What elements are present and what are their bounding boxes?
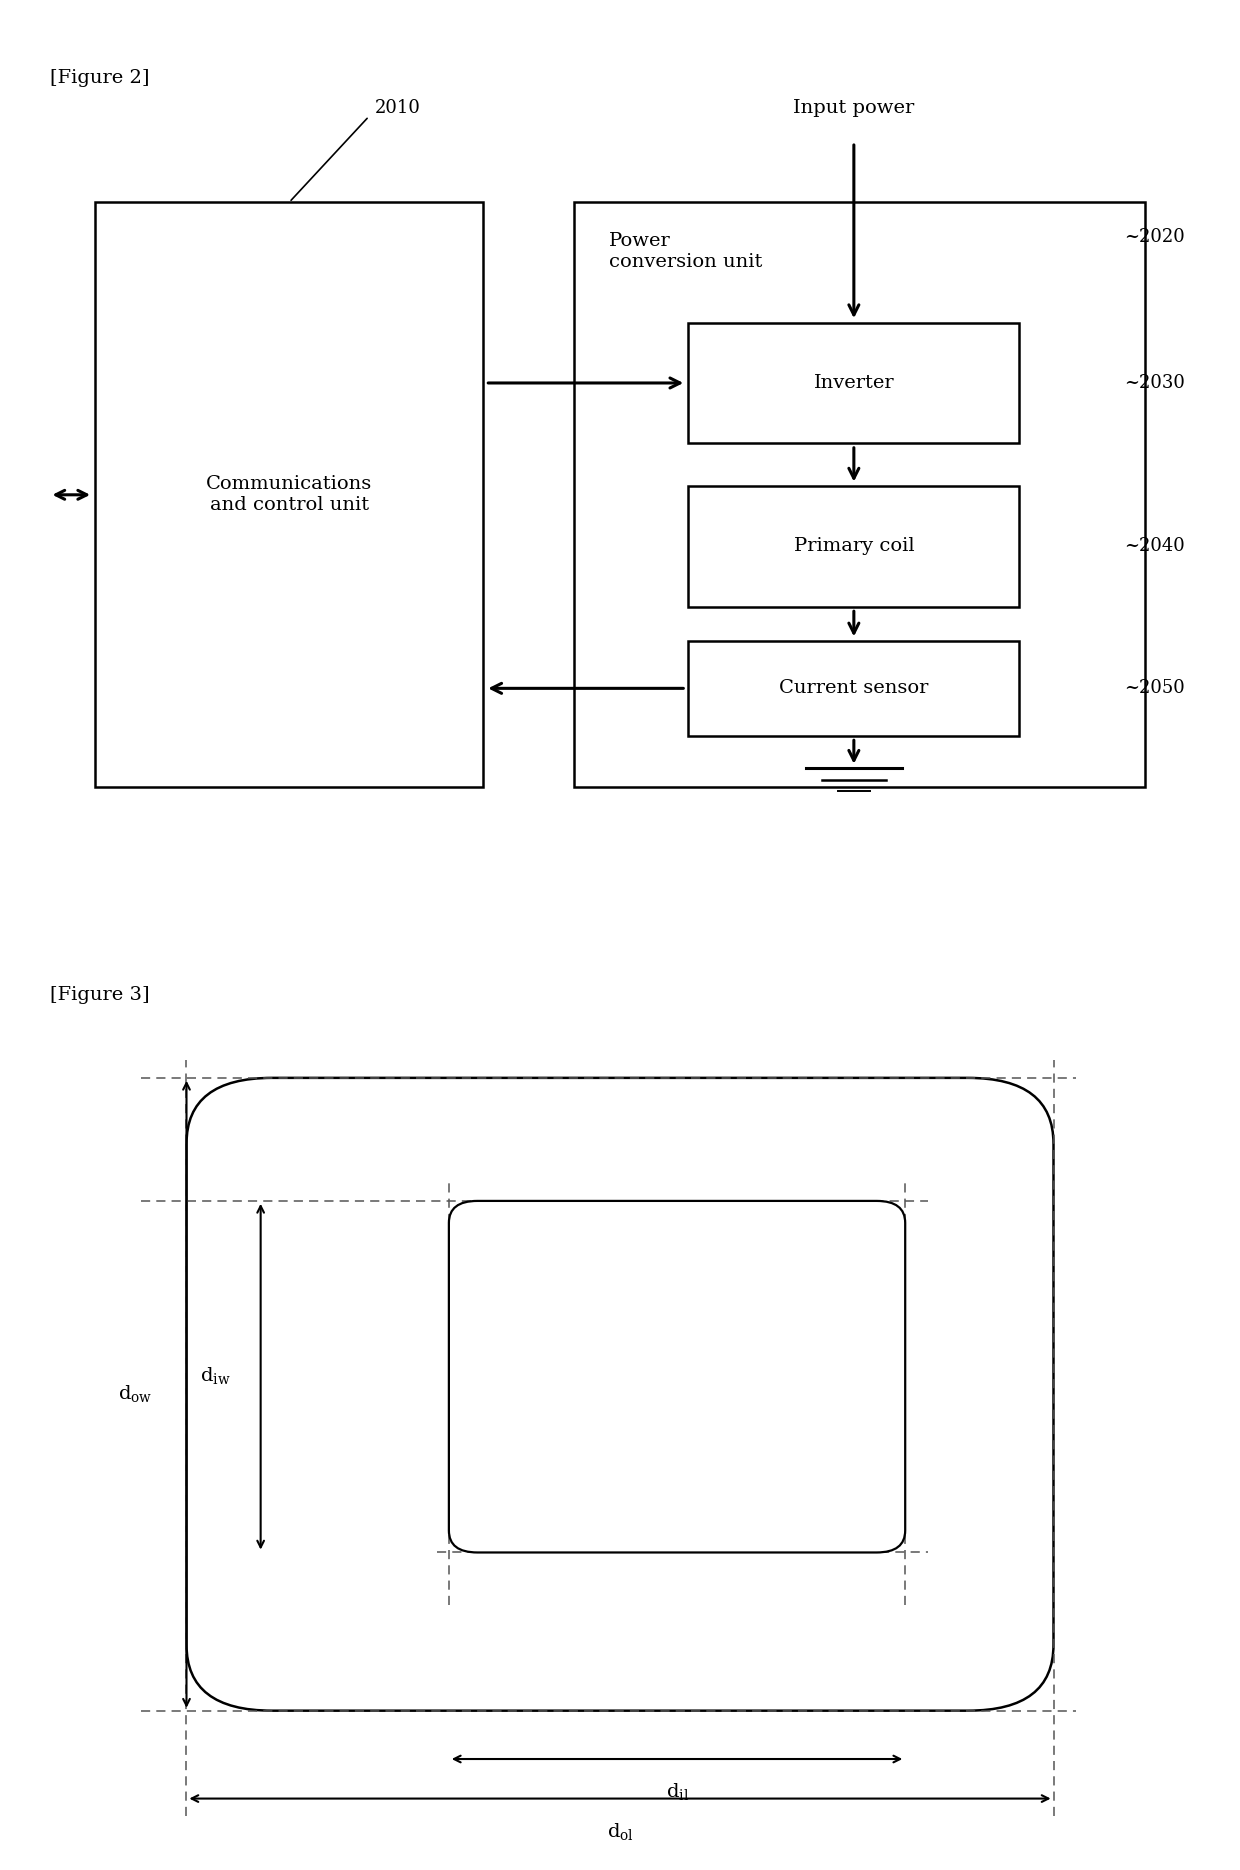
Bar xyxy=(574,202,1145,787)
FancyBboxPatch shape xyxy=(449,1201,905,1552)
Text: Primary coil: Primary coil xyxy=(794,537,914,555)
Text: d$_{\mathregular{il}}$: d$_{\mathregular{il}}$ xyxy=(666,1782,688,1803)
Text: 2010: 2010 xyxy=(374,99,420,116)
Text: d$_{\mathregular{ow}}$: d$_{\mathregular{ow}}$ xyxy=(118,1384,153,1404)
Text: Inverter: Inverter xyxy=(813,374,894,393)
Text: [Figure 3]: [Figure 3] xyxy=(50,985,149,1004)
Text: ~2050: ~2050 xyxy=(1125,679,1185,698)
Text: ~2020: ~2020 xyxy=(1125,228,1185,245)
Text: Communications
and control unit: Communications and control unit xyxy=(206,475,372,514)
Bar xyxy=(688,486,1019,606)
Bar xyxy=(688,324,1019,443)
Bar xyxy=(95,202,484,787)
Text: [Figure 2]: [Figure 2] xyxy=(50,69,149,88)
Text: ~2040: ~2040 xyxy=(1125,537,1185,555)
Text: Power
conversion unit: Power conversion unit xyxy=(609,232,761,271)
FancyBboxPatch shape xyxy=(186,1077,1054,1711)
Text: d$_{\mathregular{ol}}$: d$_{\mathregular{ol}}$ xyxy=(606,1821,634,1842)
Text: Current sensor: Current sensor xyxy=(779,679,929,698)
Text: d$_{\mathregular{iw}}$: d$_{\mathregular{iw}}$ xyxy=(200,1367,231,1388)
Text: Input power: Input power xyxy=(794,99,914,116)
Bar xyxy=(688,641,1019,735)
Text: ~2030: ~2030 xyxy=(1125,374,1185,393)
